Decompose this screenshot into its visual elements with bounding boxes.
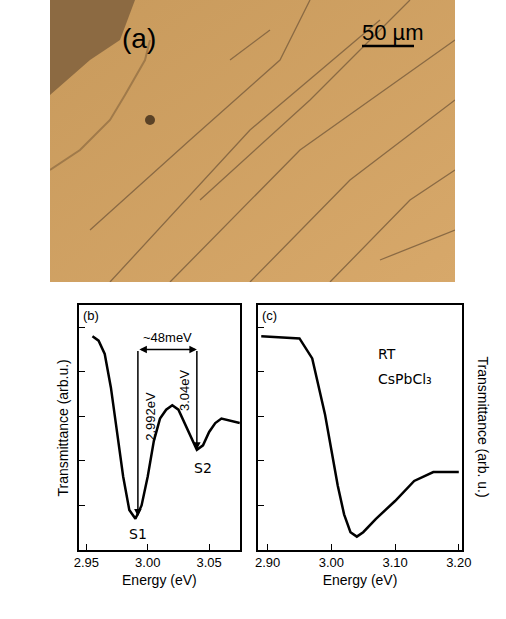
svg-text:3.05: 3.05 <box>196 555 221 570</box>
svg-text:Transmittance (arb.u.): Transmittance (arb.u.) <box>55 359 71 496</box>
svg-text:Energy (eV): Energy (eV) <box>323 572 398 588</box>
svg-text:RT: RT <box>378 346 396 362</box>
svg-text:3.10: 3.10 <box>382 555 407 570</box>
svg-text:(b): (b) <box>83 308 99 323</box>
svg-text:Transmittance (arb. u.): Transmittance (arb. u.) <box>475 357 491 498</box>
svg-text:3.00: 3.00 <box>135 555 160 570</box>
svg-text:S2: S2 <box>194 460 212 476</box>
svg-text:~48meV: ~48meV <box>143 330 192 345</box>
svg-text:3.00: 3.00 <box>319 555 344 570</box>
svg-text:3.20: 3.20 <box>446 555 471 570</box>
svg-text:2.90: 2.90 <box>255 555 280 570</box>
svg-text:Energy (eV): Energy (eV) <box>122 572 197 588</box>
svg-text:S1: S1 <box>129 526 147 542</box>
svg-text:2.992eV: 2.992eV <box>143 392 158 441</box>
svg-text:(c): (c) <box>262 308 277 323</box>
svg-text:2.95: 2.95 <box>74 555 99 570</box>
svg-text:CsPbCl₃: CsPbCl₃ <box>378 371 432 387</box>
svg-text:(a): (a) <box>122 23 156 54</box>
svg-text:3.04eV: 3.04eV <box>177 369 192 411</box>
svg-text:50 µm: 50 µm <box>362 20 424 45</box>
